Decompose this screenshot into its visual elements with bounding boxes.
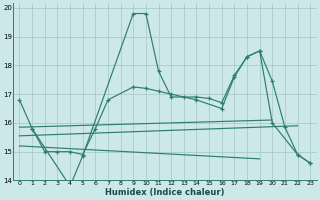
X-axis label: Humidex (Indice chaleur): Humidex (Indice chaleur) bbox=[105, 188, 225, 197]
